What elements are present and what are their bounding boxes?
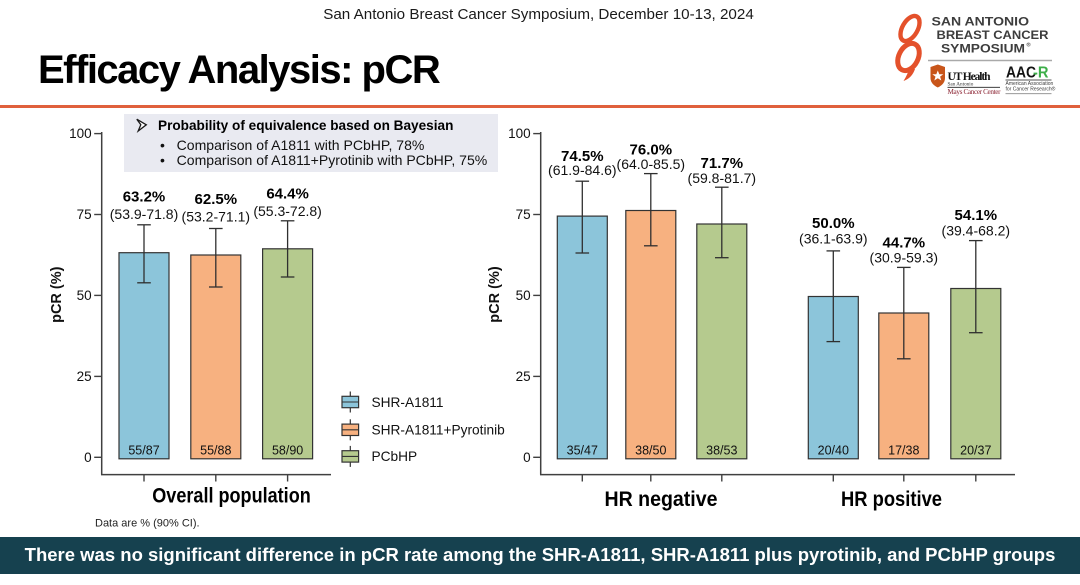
- svg-text:25: 25: [77, 369, 92, 384]
- svg-text:38/53: 38/53: [706, 444, 737, 458]
- svg-text:SHR-A1811+Pyrotinib: SHR-A1811+Pyrotinib: [372, 423, 506, 438]
- svg-text:Overall population: Overall population: [152, 485, 311, 508]
- svg-text:76.0%: 76.0%: [630, 142, 673, 159]
- svg-text:®: ®: [1027, 42, 1031, 49]
- svg-text:54.1%: 54.1%: [955, 207, 998, 224]
- svg-text:74.5%: 74.5%: [561, 148, 604, 165]
- svg-text:SHR-A1811: SHR-A1811: [372, 395, 444, 410]
- svg-text:(39.4-68.2): (39.4-68.2): [942, 223, 1010, 239]
- svg-text:50: 50: [516, 288, 531, 303]
- svg-text:50: 50: [77, 288, 92, 303]
- svg-text:20/40: 20/40: [818, 444, 849, 458]
- svg-text:(53.9-71.8): (53.9-71.8): [110, 206, 178, 222]
- svg-text:(64.0-85.5): (64.0-85.5): [617, 156, 685, 172]
- svg-text:Mays Cancer Center: Mays Cancer Center: [948, 88, 1002, 96]
- svg-text:63.2%: 63.2%: [123, 189, 166, 206]
- svg-text:(59.8-81.7): (59.8-81.7): [688, 170, 756, 186]
- svg-text:Data are % (90% CI).: Data are % (90% CI).: [95, 518, 200, 530]
- svg-text:100: 100: [69, 126, 92, 141]
- svg-text:0: 0: [523, 450, 531, 465]
- svg-text:(36.1-63.9): (36.1-63.9): [799, 230, 867, 246]
- svg-text:HR positive: HR positive: [841, 488, 942, 511]
- svg-text:44.7%: 44.7%: [883, 235, 926, 252]
- svg-text:50.0%: 50.0%: [812, 215, 855, 232]
- svg-text:64.4%: 64.4%: [266, 186, 309, 203]
- svg-text:55/87: 55/87: [128, 444, 159, 458]
- svg-text:(61.9-84.6): (61.9-84.6): [548, 162, 616, 178]
- svg-text:SYMPOSIUM: SYMPOSIUM: [941, 42, 1025, 56]
- svg-text:HR negative: HR negative: [605, 488, 718, 511]
- svg-text:SAN ANTONIO: SAN ANTONIO: [932, 15, 1030, 29]
- svg-text:pCR (%): pCR (%): [49, 266, 65, 323]
- svg-text:58/90: 58/90: [272, 444, 303, 458]
- svg-text:(53.2-71.1): (53.2-71.1): [182, 208, 250, 224]
- svg-text:75: 75: [516, 207, 531, 222]
- svg-text:55/88: 55/88: [200, 444, 231, 458]
- svg-text:62.5%: 62.5%: [195, 191, 238, 208]
- svg-text:(30.9-59.3): (30.9-59.3): [870, 249, 938, 265]
- svg-text:-R: -R: [1033, 65, 1049, 82]
- svg-text:AAC: AAC: [1006, 65, 1036, 82]
- svg-text:PCbHP: PCbHP: [372, 449, 418, 464]
- svg-text:20/37: 20/37: [960, 444, 991, 458]
- svg-text:71.7%: 71.7%: [701, 155, 744, 172]
- svg-text:25: 25: [516, 369, 531, 384]
- svg-text:17/38: 17/38: [888, 444, 919, 458]
- svg-text:pCR (%): pCR (%): [487, 266, 503, 323]
- svg-text:35/47: 35/47: [567, 444, 598, 458]
- svg-text:UT Health: UT Health: [948, 71, 992, 83]
- svg-text:(55.3-72.8): (55.3-72.8): [253, 203, 321, 219]
- svg-text:75: 75: [77, 207, 92, 222]
- svg-text:San Antonio: San Antonio: [948, 82, 974, 88]
- svg-text:38/50: 38/50: [635, 444, 666, 458]
- svg-text:BREAST CANCER: BREAST CANCER: [937, 28, 1049, 42]
- svg-text:for Cancer Research®: for Cancer Research®: [1006, 86, 1056, 93]
- svg-text:0: 0: [84, 450, 92, 465]
- svg-text:100: 100: [508, 126, 531, 141]
- svg-text:American Association: American Association: [1006, 81, 1054, 87]
